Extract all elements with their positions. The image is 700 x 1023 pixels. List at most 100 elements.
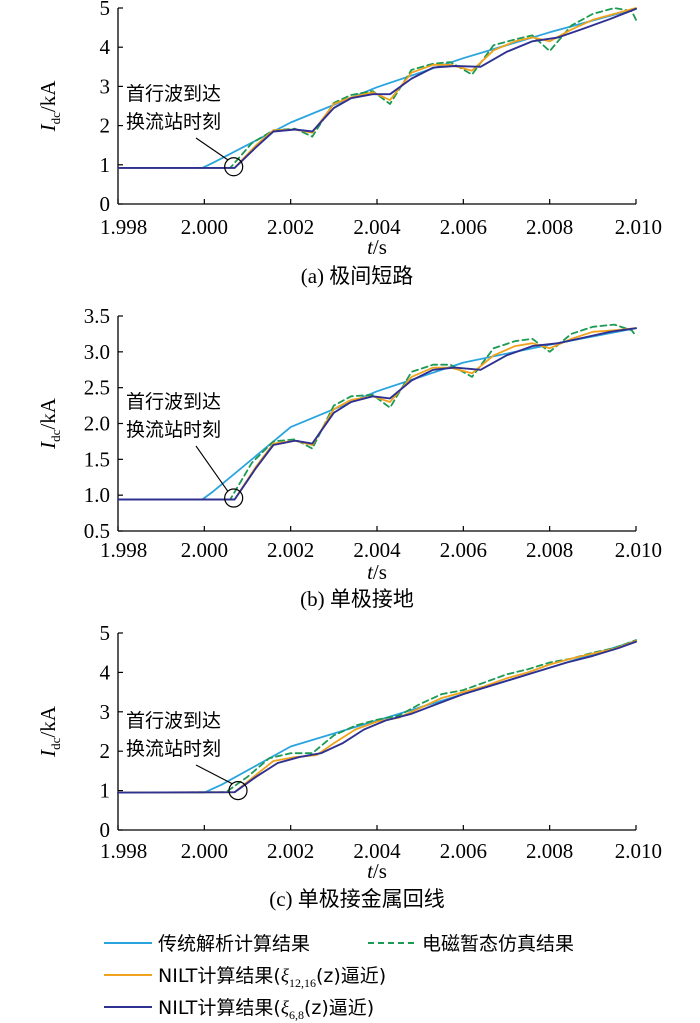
series-line-nilt-12-16	[117, 640, 637, 794]
chart-panel-1: 0 1 2 3 4 5 1.998 2.000 2.002 2.004 2.006 2.008 2.01…	[36, 0, 662, 288]
y-axis-unit: /kA	[36, 705, 60, 737]
y-axis-sub: dc	[48, 112, 63, 125]
y-tick-label: 1	[100, 779, 111, 803]
x-tick-label: 2.000	[181, 839, 228, 863]
x-tick-label: 2.002	[267, 215, 314, 239]
series-line-nilt-12-16	[117, 327, 637, 501]
annotation-line-2: 换流站时刻	[126, 419, 221, 441]
annotation-line-1: 首行波到达	[126, 83, 221, 105]
x-tick-label: 1.998	[100, 538, 147, 562]
legend-label-traditional: 传统解析计算结果	[158, 933, 310, 955]
x-tick-label: 1.998	[100, 215, 147, 239]
legend-nilt-12-16-symbol: ξ	[281, 966, 290, 987]
y-axis-var: I	[36, 749, 60, 758]
x-tick-label: 2.004	[353, 839, 401, 863]
x-tick-label: 2.000	[181, 215, 228, 239]
x-axis-unit: /s	[373, 235, 387, 259]
y-tick-label: 2	[100, 114, 111, 138]
x-tick-label: 2.002	[267, 839, 314, 863]
panel-caption: (a) 极间短路	[301, 264, 414, 288]
y-axis-unit: /kA	[36, 80, 60, 112]
x-tick-label: 2.010	[615, 538, 662, 562]
series-line-nilt-6-8	[117, 640, 637, 794]
annotation-line-2: 换流站时刻	[126, 738, 221, 760]
y-tick-label: 3.0	[84, 340, 110, 364]
arrival-marker-circle	[224, 157, 244, 177]
x-axis-label: t/s	[367, 560, 387, 584]
y-tick-label: 3.5	[84, 304, 110, 328]
annotation-line-2: 换流站时刻	[126, 111, 221, 133]
legend-nilt-12-16-subscript: 12,16	[289, 976, 316, 990]
y-tick-label: 3	[100, 74, 111, 98]
legend-nilt-6-8-subscript: 6,8	[289, 1008, 304, 1022]
annotation-leader	[195, 764, 233, 785]
annotation-line-1: 首行波到达	[126, 710, 221, 732]
y-tick-label: 0	[100, 818, 111, 842]
legend-nilt-12-16-suffix: (z)逼近)	[316, 965, 386, 987]
y-axis-sub: dc	[48, 429, 63, 442]
y-tick-label: 2.5	[84, 376, 110, 400]
y-tick-label: 4	[100, 35, 111, 59]
series-line-traditional	[117, 327, 637, 501]
x-tick-label: 2.006	[440, 538, 487, 562]
y-axis-sub: dc	[48, 737, 63, 750]
chart-panel-3: 0 1 2 3 4 5 1.998 2.000 2.002 2.004 2.006 2.008 2.01…	[36, 621, 662, 911]
legend-nilt-6-8-suffix: (z)逼近)	[304, 997, 374, 1019]
y-tick-label: 0	[100, 192, 111, 216]
x-tick-label: 2.008	[526, 839, 573, 863]
y-tick-label: 1.5	[84, 447, 110, 471]
annotation-leader	[195, 445, 229, 492]
y-tick-label: 2	[100, 739, 111, 763]
y-tick-label: 5	[100, 621, 111, 645]
x-tick-label: 2.010	[615, 839, 662, 863]
x-axis-var: t	[367, 859, 374, 883]
x-axis-var: t	[367, 235, 374, 259]
legend-label-emt: 电磁暂态仿真结果	[422, 933, 574, 955]
legend-label-nilt-12-16: NILT计算结果(ξ12,16(z)逼近)	[158, 965, 386, 990]
y-tick-label: 3	[100, 700, 111, 724]
x-axis-unit: /s	[373, 560, 387, 584]
x-tick-label: 2.006	[440, 839, 487, 863]
legend-nilt-6-8-prefix: NILT计算结果(	[158, 997, 281, 1019]
x-tick-label: 2.008	[526, 538, 573, 562]
y-axis-unit: /kA	[36, 397, 60, 429]
panel-caption: (b) 单极接地	[300, 587, 414, 611]
y-tick-label: 5	[100, 0, 111, 20]
arrival-marker-circle	[224, 488, 244, 508]
series-line-emt	[117, 639, 637, 794]
annotation-leader	[195, 137, 228, 161]
x-axis-var: t	[367, 560, 374, 584]
panel-caption: (c) 单极接金属回线	[269, 887, 445, 911]
series-line-nilt-6-8	[117, 7, 637, 169]
x-tick-label: 2.010	[615, 215, 662, 239]
y-tick-label: 1	[100, 153, 111, 177]
y-axis-label: Idc/kA	[36, 705, 63, 758]
series-line-emt	[117, 323, 637, 501]
arrival-marker-circle	[228, 780, 248, 801]
y-tick-label: 4	[100, 660, 111, 684]
legend-label-nilt-6-8: NILT计算结果(ξ6,8(z)逼近)	[158, 997, 374, 1022]
y-axis-label: Idc/kA	[36, 397, 63, 450]
x-tick-label: 2.006	[440, 215, 487, 239]
x-tick-label: 2.004	[353, 215, 401, 239]
x-axis-label: t/s	[367, 859, 387, 883]
legend-nilt-6-8-symbol: ξ	[281, 998, 290, 1019]
y-tick-label: 1.0	[84, 483, 110, 507]
y-tick-label: 0.5	[84, 519, 110, 543]
x-tick-label: 2.008	[526, 215, 573, 239]
x-tick-label: 2.002	[267, 538, 314, 562]
chart-panel-2: 0.5 1.0 1.5 2.0 2.5 3.0 3.5 1.998 2.000 2.002 2.00…	[36, 304, 662, 611]
legend: 传统解析计算结果 电磁暂态仿真结果 NILT计算结果(ξ12,16(z)逼近) …	[104, 933, 574, 1022]
x-axis-unit: /s	[373, 859, 387, 883]
y-tick-label: 2.0	[84, 412, 110, 436]
series-line-nilt-6-8	[117, 327, 637, 501]
x-tick-label: 1.998	[100, 839, 147, 863]
y-axis-var: I	[36, 441, 60, 450]
legend-nilt-12-16-prefix: NILT计算结果(	[158, 965, 281, 987]
y-axis-label: Idc/kA	[36, 80, 63, 133]
y-axis-var: I	[36, 123, 60, 132]
x-axis-label: t/s	[367, 235, 387, 259]
x-tick-label: 2.000	[181, 538, 228, 562]
x-tick-label: 2.004	[353, 538, 401, 562]
